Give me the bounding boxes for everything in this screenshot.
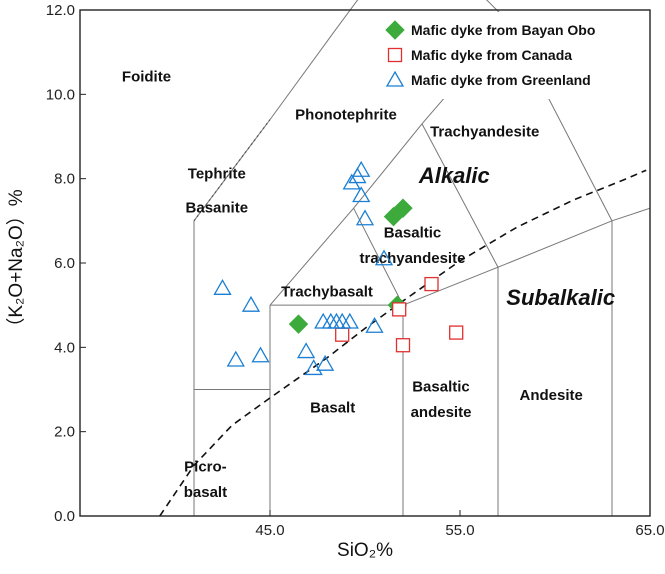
triangle-point <box>327 312 346 329</box>
region-label: basalt <box>184 484 227 501</box>
region-label: Foidite <box>122 69 171 86</box>
legend-square-marker <box>387 47 403 63</box>
triangle-point <box>352 186 371 203</box>
region-label: Andesite <box>520 387 583 404</box>
legend-box <box>381 12 643 99</box>
y-tick-label: 0.0 <box>54 508 75 525</box>
field-boundary <box>611 207 651 222</box>
triangle-point <box>251 346 270 363</box>
y-tick-label: 2.0 <box>54 424 75 441</box>
field-boundary <box>269 30 336 120</box>
square-point <box>395 338 411 353</box>
triangle-point <box>365 316 384 333</box>
region-label: Basanite <box>186 199 249 216</box>
region-label: Phonotephrite <box>295 107 397 124</box>
field-boundary <box>486 0 510 24</box>
region-label: andesite <box>411 404 472 421</box>
y-tick-label: 10.0 <box>46 86 75 103</box>
y-tick-label: 12.0 <box>46 2 75 19</box>
legend-entry: Mafic dyke from Greenland <box>411 72 591 88</box>
alkalic-label: Alkalic <box>418 163 490 188</box>
x-tick-label: 65.0 <box>635 522 664 539</box>
legend-entry: Mafic dyke from Canada <box>411 47 572 63</box>
region-label: Tephrite <box>188 166 246 183</box>
region-label: Trachybasalt <box>281 284 373 301</box>
subalkalic-label: Subalkalic <box>506 285 615 310</box>
triangle-point <box>355 209 375 226</box>
x-tick-label: 55.0 <box>445 522 474 539</box>
square-point <box>392 302 407 317</box>
alkalic-subalkalic-divide <box>159 169 647 517</box>
field-boundary <box>269 207 354 306</box>
foidite-boundary <box>193 119 271 222</box>
triangle-point <box>226 350 245 367</box>
triangle-point <box>352 160 371 177</box>
square-point <box>335 327 350 342</box>
triangle-point <box>333 312 352 329</box>
region-label: Trachyandesite <box>430 124 539 141</box>
triangle-point <box>340 312 359 329</box>
x-tick-label: 45.0 <box>255 522 284 539</box>
axis-ticks: 45.0 55.0 65.0 0.0 2.0 4.0 6.0 8.0 10.0 12.0 <box>46 2 665 539</box>
diamond-point <box>288 314 309 334</box>
field-boundary <box>402 266 499 306</box>
x-axis-label: SiO₂% <box>337 540 393 561</box>
data-points <box>213 160 464 376</box>
square-point <box>424 276 439 292</box>
square-point <box>449 325 464 340</box>
legend-entry: Mafic dyke from Bayan Obo <box>411 22 595 38</box>
y-tick-label: 6.0 <box>54 255 75 272</box>
y-tick-label: 4.0 <box>54 339 75 356</box>
legend: Mafic dyke from Bayan Obo Mafic dyke from… <box>381 12 643 99</box>
triangle-point <box>321 312 340 329</box>
triangle-point <box>342 173 361 190</box>
field-boundary <box>421 123 499 268</box>
region-label: Basaltic <box>412 379 470 396</box>
triangle-point <box>296 342 316 359</box>
triangle-point <box>241 295 261 312</box>
legend-triangle-marker <box>385 70 405 87</box>
region-label: Basaltic <box>384 225 442 242</box>
plot-frame <box>79 9 651 517</box>
triangle-point <box>213 278 232 295</box>
y-axis-label: （K₂O+Na₂O）% <box>5 189 27 336</box>
triangle-point <box>314 312 333 329</box>
region-label: Picro- <box>184 459 227 476</box>
field-boundary <box>497 220 613 268</box>
field-boundary <box>334 0 359 32</box>
diamond-point <box>393 198 413 218</box>
region-label: trachyandesite <box>360 250 466 267</box>
region-label: Basalt <box>310 400 355 417</box>
triangle-point <box>315 354 335 371</box>
y-tick-label: 8.0 <box>54 171 75 188</box>
region-labels: Foidite Phonotephrite Trachyandesite Tephri… <box>122 69 615 501</box>
triangle-point <box>304 359 323 376</box>
triangle-point <box>374 249 394 266</box>
legend-diamond-marker <box>385 20 405 40</box>
